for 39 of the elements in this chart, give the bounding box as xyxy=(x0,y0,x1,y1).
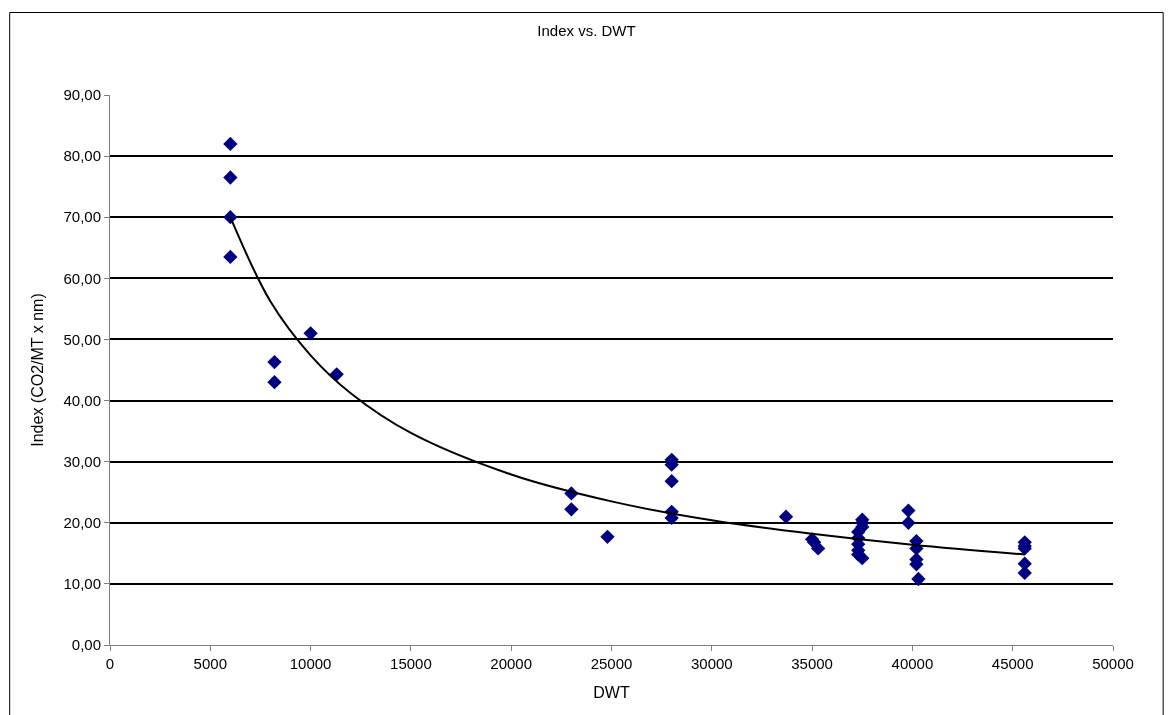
y-tick-label: 0,00 xyxy=(71,636,101,654)
y-tick-label: 80,00 xyxy=(63,147,101,165)
point xyxy=(855,551,870,566)
y-tick-label: 20,00 xyxy=(63,514,101,532)
x-tick-label: 20000 xyxy=(490,655,533,672)
chart-title: Index vs. DWT xyxy=(537,21,636,39)
x-tick-label: 0 xyxy=(105,655,115,672)
y-tick-label: 90,00 xyxy=(63,86,101,104)
point xyxy=(223,249,238,265)
point xyxy=(810,541,826,556)
x-tick-label: 35000 xyxy=(791,655,833,672)
y-axis-title: Index (CO2/MT x nm) xyxy=(29,293,47,447)
y-tick-label: 70,00 xyxy=(63,208,101,226)
x-tick-label: 40000 xyxy=(891,655,934,672)
point xyxy=(223,136,238,152)
point xyxy=(223,170,238,185)
y-tick-label: 10,00 xyxy=(63,575,101,593)
point xyxy=(664,474,679,489)
x-tick-label: 45000 xyxy=(991,655,1034,672)
point xyxy=(901,503,916,518)
point xyxy=(303,326,318,341)
y-tick-label: 50,00 xyxy=(63,330,101,348)
point xyxy=(911,571,926,587)
y-tick-label: 40,00 xyxy=(63,391,101,409)
point xyxy=(267,354,282,370)
y-tick-label: 30,00 xyxy=(63,452,101,470)
x-tick-label: 10000 xyxy=(289,655,332,672)
x-tick-label: 50000 xyxy=(1092,655,1134,672)
point xyxy=(901,515,916,530)
point xyxy=(778,509,794,524)
point xyxy=(564,502,579,517)
x-tick-label: 15000 xyxy=(390,655,432,672)
x-tick-label: 5000 xyxy=(193,655,227,672)
point xyxy=(267,375,282,390)
point xyxy=(600,529,615,544)
x-tick-label: 25000 xyxy=(590,655,633,672)
x-axis-title: DWT xyxy=(593,683,630,701)
y-tick-label: 60,00 xyxy=(63,269,101,287)
x-tick-label: 30000 xyxy=(690,655,733,672)
